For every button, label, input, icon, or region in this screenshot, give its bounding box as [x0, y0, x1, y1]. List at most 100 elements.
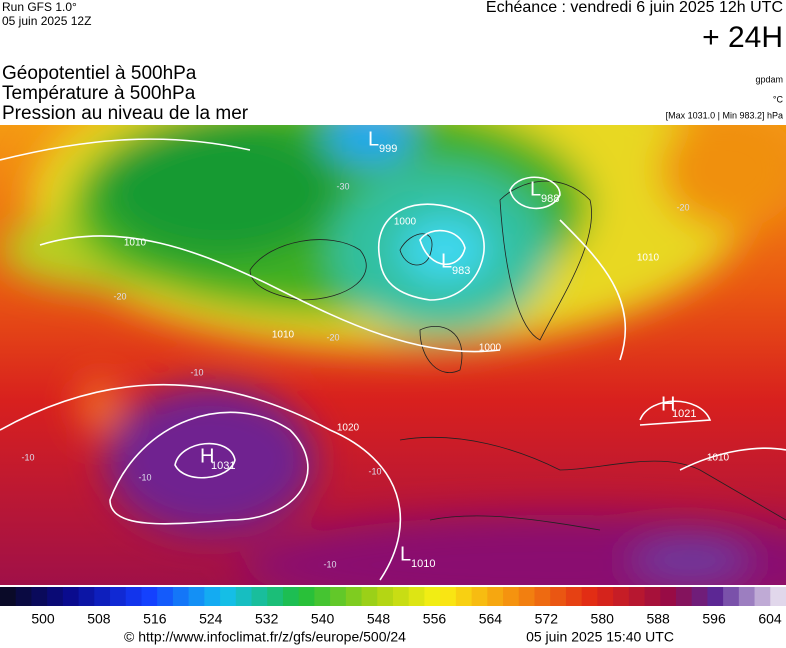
echeance: Echéance : vendredi 6 juin 2025 12h UTC: [486, 0, 783, 16]
colorbar-swatch: [204, 587, 221, 606]
colorbar-swatch: [298, 587, 315, 606]
colorbar-swatch: [31, 587, 48, 606]
colorbar-label: 588: [646, 611, 670, 627]
isobar-label: 1000: [394, 217, 417, 228]
colorbar-swatch: [314, 587, 331, 606]
colorbar-swatch: [251, 587, 268, 606]
colorbar-swatch: [471, 587, 488, 606]
colorbar-swatch: [157, 587, 174, 606]
colorbar-swatch: [188, 587, 205, 606]
run: Run GFS 1.0°: [2, 0, 77, 14]
colorbar-label: 516: [143, 611, 167, 627]
colorbar-swatch: [754, 587, 771, 606]
center-letter: L: [400, 543, 411, 565]
colorbar-swatch: [738, 587, 756, 606]
center-letter: L: [530, 178, 541, 200]
colorbar-swatch: [597, 587, 614, 606]
colorbar-swatch: [47, 587, 64, 606]
colorbar-swatch: [440, 587, 457, 606]
map: [0, 125, 786, 585]
colorbar-swatch: [455, 587, 473, 606]
colorbar-swatch: [172, 587, 190, 606]
timestamp: 05 juin 2025 15:40 UTC: [526, 629, 674, 645]
center-value: 999: [379, 143, 397, 155]
colorbar-label: 508: [87, 611, 111, 627]
colorbar-swatch: [0, 587, 17, 606]
temp-label: -20: [113, 291, 126, 301]
temp-label: -10: [21, 452, 34, 462]
colorbar-swatch: [691, 587, 708, 606]
colorbar-swatch: [487, 587, 504, 606]
isobar-label: 1020: [337, 423, 360, 434]
colorbar-swatch: [220, 587, 237, 606]
temp-label: -30: [336, 181, 349, 191]
unit: [Max 1031.0 | Min 983.2] hPa: [666, 110, 783, 120]
colorbar-label: 556: [423, 611, 447, 627]
colorbar-label: 532: [255, 611, 279, 627]
colorbar-swatch: [534, 587, 551, 606]
colorbar-swatch: [78, 587, 95, 606]
temp-label: -20: [676, 202, 689, 212]
colorbar-swatch: [94, 587, 111, 606]
colorbar-label: 548: [367, 611, 391, 627]
unit: °C: [773, 94, 784, 104]
colorbar-label: 604: [758, 611, 782, 627]
center-letter: H: [661, 393, 675, 415]
colorbar-label: 564: [479, 611, 503, 627]
colorbar-swatch: [393, 587, 410, 606]
unit: gpdam: [755, 74, 783, 84]
temp-label: -10: [323, 559, 336, 569]
colorbar-swatch: [723, 587, 740, 606]
center-value: 1031: [211, 460, 235, 472]
colorbar-swatch: [377, 587, 394, 606]
temp-label: -20: [326, 332, 339, 342]
isobar-label: 1000: [479, 343, 502, 354]
temp-label: -10: [138, 472, 151, 482]
colorbar-swatch: [660, 587, 677, 606]
colorbar-swatch: [581, 587, 598, 606]
colorbar-label: 524: [199, 611, 223, 627]
colorbar: 500 508 516 524 532 540 548 556 564 572 580 588 596 6…: [0, 587, 786, 627]
colorbar-swatch: [15, 587, 32, 606]
colorbar-swatch: [628, 587, 646, 606]
field: Géopotentiel à 500hPa: [2, 63, 197, 84]
colorbar-label: 580: [591, 611, 615, 627]
lead-time: + 24H: [702, 21, 783, 54]
colorbar-label: 596: [702, 611, 726, 627]
center-value: 1010: [411, 558, 435, 570]
colorbar-swatch: [613, 587, 630, 606]
colorbar-swatch: [503, 587, 520, 606]
colorbar-swatch: [550, 587, 567, 606]
run-date: 05 juin 2025 12Z: [2, 14, 91, 28]
colorbar-swatch: [62, 587, 80, 606]
temp-label: -10: [190, 367, 203, 377]
source-url: © http://www.infoclimat.fr/z/gfs/europe/…: [124, 629, 406, 645]
colorbar-swatch: [424, 587, 441, 606]
colorbar-swatch: [141, 587, 158, 606]
temp-label: -10: [368, 466, 381, 476]
colorbar-label: 500: [31, 611, 55, 627]
isobar-label: 1010: [272, 330, 295, 341]
isobar-label: 1010: [124, 238, 147, 249]
colorbar-label: 572: [535, 611, 559, 627]
colorbar-swatch: [267, 587, 284, 606]
colorbar-swatch: [345, 587, 363, 606]
center-value: 1021: [672, 408, 696, 420]
center-letter: L: [441, 250, 452, 272]
center-letter: L: [368, 128, 379, 150]
isobar-label: 1010: [637, 253, 660, 264]
center-letter: H: [200, 445, 214, 467]
colorbar-swatch: [235, 587, 253, 606]
center-value: 988: [541, 193, 559, 205]
field: Température à 500hPa: [2, 83, 196, 104]
field: Pression au niveau de la mer: [2, 103, 249, 124]
colorbar-swatch: [282, 587, 300, 606]
colorbar-swatch: [675, 587, 693, 606]
colorbar-swatch: [770, 587, 786, 606]
colorbar-swatch: [361, 587, 378, 606]
colorbar-swatch: [707, 587, 724, 606]
colorbar-swatch: [565, 587, 583, 606]
colorbar-label: 540: [311, 611, 335, 627]
